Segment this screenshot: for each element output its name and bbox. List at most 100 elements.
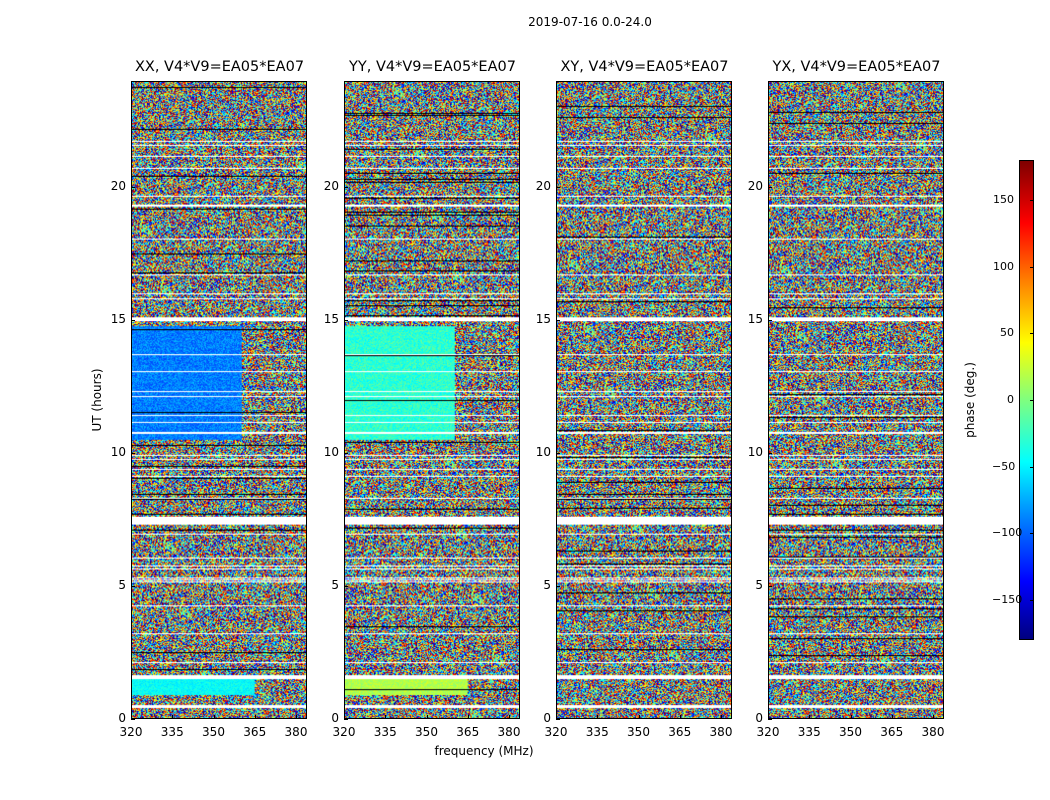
x-tick-mark	[933, 715, 934, 719]
y-tick-label: 15	[110, 312, 126, 327]
x-tick-label: 380	[921, 725, 945, 739]
x-tick-label: 320	[544, 725, 568, 739]
y-tick-mark	[344, 453, 348, 455]
y-tick-mark	[768, 187, 772, 189]
y-tick-mark	[556, 187, 560, 189]
x-tick-mark	[509, 715, 510, 719]
colorbar-tick-mark	[1030, 533, 1034, 535]
x-tick-label: 320	[332, 725, 356, 739]
x-tick-mark	[467, 715, 469, 719]
panel-title-xx: XX, V4*V9=EA05*EA07	[134, 59, 305, 75]
y-tick-mark	[556, 320, 560, 322]
y-tick-label: 20	[747, 179, 763, 194]
colorbar-tick-label: 150	[993, 193, 1014, 206]
colorbar-tick-mark	[1030, 600, 1034, 601]
y-tick-mark	[556, 453, 560, 455]
x-tick-mark	[809, 715, 811, 719]
y-tick-label: 10	[323, 445, 339, 460]
y-tick-mark	[131, 187, 135, 189]
x-tick-label: 365	[880, 725, 904, 739]
heatmap-canvas-xx	[132, 82, 306, 718]
y-tick-mark	[344, 719, 348, 720]
colorbar-tick-mark	[1030, 466, 1034, 468]
x-tick-mark	[385, 715, 387, 719]
figure-suptitle: 2019-07-16 0.0-24.0	[528, 15, 652, 29]
x-tick-label: 350	[627, 725, 650, 739]
x-tick-mark	[679, 715, 681, 719]
x-tick-label: 320	[119, 725, 143, 739]
x-tick-mark	[638, 715, 640, 719]
x-tick-mark	[213, 715, 215, 719]
colorbar-tick-label: −150	[992, 593, 1023, 606]
y-tick-mark	[768, 453, 772, 455]
x-tick-mark	[850, 715, 852, 719]
y-tick-mark	[131, 320, 135, 322]
x-axis-label: frequency (MHz)	[434, 744, 534, 758]
y-tick-mark	[768, 320, 772, 322]
y-tick-mark	[768, 586, 772, 588]
heatmap-panel-xy	[556, 81, 732, 719]
y-tick-label: 20	[110, 179, 126, 194]
x-tick-label: 380	[497, 725, 521, 739]
panel-title-xy: XY, V4*V9=EA05*EA07	[560, 59, 729, 75]
x-tick-mark	[296, 715, 297, 719]
y-tick-label: 5	[331, 578, 339, 593]
heatmap-canvas-yx	[769, 82, 943, 718]
heatmap-canvas-yy	[345, 82, 519, 718]
x-tick-mark	[344, 715, 345, 719]
y-tick-label: 5	[755, 578, 763, 593]
x-tick-mark	[426, 715, 428, 719]
y-tick-label: 20	[323, 179, 339, 194]
x-tick-mark	[556, 715, 557, 719]
y-tick-label: 10	[535, 445, 551, 460]
y-tick-label: 0	[755, 711, 763, 725]
x-tick-label: 350	[202, 725, 225, 739]
y-tick-label: 10	[747, 445, 763, 460]
panel-title-yx: YX, V4*V9=EA05*EA07	[772, 59, 941, 75]
colorbar-tick-label: 50	[1000, 326, 1014, 340]
heatmap-panel-xx	[131, 81, 307, 719]
colorbar-tick-mark	[1030, 200, 1034, 201]
y-tick-label: 0	[331, 711, 339, 725]
x-tick-label: 320	[756, 725, 780, 739]
x-tick-mark	[131, 715, 132, 719]
y-tick-mark	[344, 586, 348, 588]
colorbar-tick-label: −50	[992, 459, 1016, 473]
colorbar-tick-label: −100	[992, 526, 1023, 540]
y-tick-mark	[131, 586, 135, 588]
x-tick-label: 335	[373, 725, 397, 739]
x-tick-label: 365	[456, 725, 480, 739]
y-axis-label: UT (hours)	[90, 368, 104, 432]
x-tick-label: 335	[160, 725, 184, 739]
y-tick-label: 10	[110, 445, 126, 460]
y-tick-mark	[344, 187, 348, 189]
x-tick-mark	[721, 715, 722, 719]
x-tick-mark	[597, 715, 599, 719]
x-tick-label: 335	[585, 725, 609, 739]
y-tick-label: 15	[747, 312, 763, 327]
panel-title-yy: YY, V4*V9=EA05*EA07	[349, 59, 516, 75]
y-tick-mark	[768, 719, 772, 720]
y-tick-label: 5	[543, 578, 551, 593]
colorbar-tick-label: 0	[1007, 393, 1014, 406]
y-tick-mark	[131, 719, 135, 720]
y-tick-label: 15	[535, 312, 551, 327]
heatmap-canvas-xy	[557, 82, 731, 718]
x-tick-mark	[254, 715, 256, 719]
colorbar-tick-mark	[1030, 400, 1034, 401]
x-tick-mark	[891, 715, 893, 719]
y-tick-mark	[556, 586, 560, 588]
x-tick-label: 365	[243, 725, 267, 739]
y-tick-mark	[344, 320, 348, 322]
y-tick-mark	[131, 453, 135, 455]
x-tick-label: 380	[709, 725, 733, 739]
heatmap-panel-yx	[768, 81, 944, 719]
colorbar-tick-mark	[1030, 266, 1034, 268]
x-tick-label: 365	[668, 725, 692, 739]
colorbar-tick-label: 100	[993, 259, 1014, 273]
y-tick-label: 20	[535, 179, 551, 194]
colorbar-tick-mark	[1030, 333, 1034, 335]
x-tick-label: 350	[415, 725, 438, 739]
x-tick-mark	[172, 715, 174, 719]
colorbar-label: phase (deg.)	[963, 362, 977, 438]
